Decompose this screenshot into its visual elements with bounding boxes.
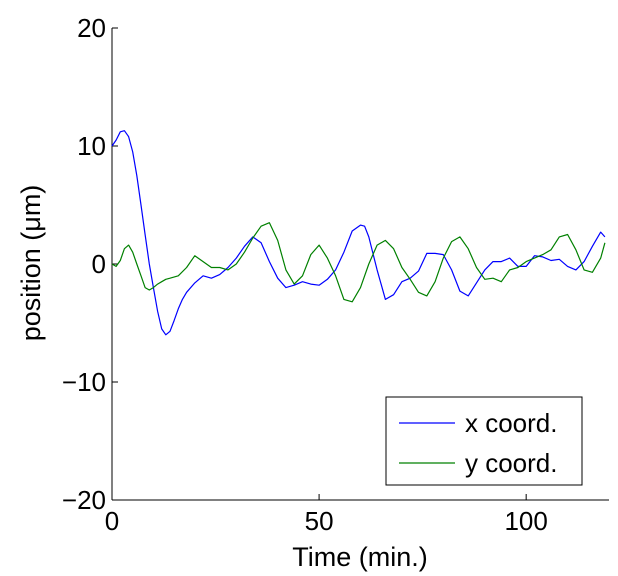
x-tick-label: 100: [504, 506, 547, 536]
y-tick-label: 20: [77, 13, 106, 43]
legend-label-x-coord: x coord.: [465, 408, 558, 438]
legend-box: [385, 396, 583, 486]
series-line-x-coord: [111, 130, 606, 336]
x-tick-label: 50: [305, 506, 334, 536]
x-axis-title: Time (min.): [292, 542, 428, 572]
x-tick-label: 0: [105, 506, 119, 536]
y-ticks: −20 −10 0 10 20: [62, 13, 118, 515]
y-tick-label: 10: [77, 131, 106, 161]
plot-area: −20 −10 0 10 20 0 50 100: [62, 13, 609, 536]
y-tick-label: 0: [92, 249, 106, 279]
legend: x coord. y coord.: [385, 396, 583, 486]
y-tick-label: −10: [62, 367, 106, 397]
y-axis-title: position (μm): [16, 185, 46, 342]
x-ticks: 0 50 100: [105, 494, 548, 536]
series-group: [111, 130, 606, 336]
y-tick-label: −20: [62, 485, 106, 515]
legend-label-y-coord: y coord.: [465, 448, 558, 478]
series-line-y-coord: [111, 222, 606, 303]
